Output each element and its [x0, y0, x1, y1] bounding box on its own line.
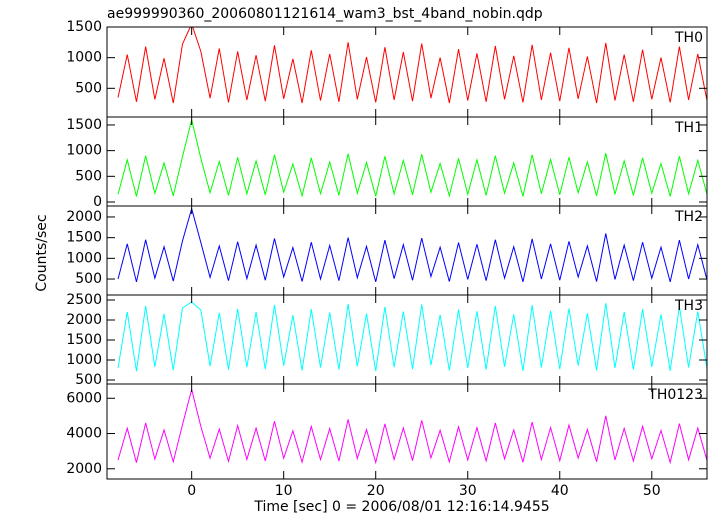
panel-label: TH2: [674, 209, 703, 225]
y-tick-label: 4000: [66, 426, 102, 442]
y-tick-label: 500: [75, 271, 102, 287]
x-tick-label: 40: [551, 483, 569, 499]
y-tick-label: 1000: [66, 352, 102, 368]
y-tick-label: 1000: [66, 250, 102, 266]
light-curve: [117, 389, 707, 465]
light-curve: [117, 301, 707, 372]
x-axis-label: Time [sec] 0 = 2006/08/01 12:16:14.9455: [253, 499, 549, 515]
x-tick-label: 20: [367, 483, 385, 499]
panel-label: TH0123: [647, 387, 703, 403]
panel-frame: [106, 294, 708, 385]
panel-label: TH3: [674, 298, 703, 314]
y-tick-label: 2000: [66, 209, 102, 225]
y-tick-label: 1500: [66, 117, 102, 133]
y-tick-label: 1500: [66, 19, 102, 35]
y-tick-label: 500: [75, 372, 102, 388]
panel-frame: [106, 383, 708, 480]
y-tick-label: 2000: [66, 312, 102, 328]
panel-label: TH0: [674, 30, 703, 46]
y-tick-label: 1000: [66, 50, 102, 66]
y-tick-label: 1500: [66, 230, 102, 246]
y-tick-label: 0: [93, 194, 102, 210]
x-tick-label: 30: [459, 483, 477, 499]
chart-title: ae999990360_20060801121614_wam3_bst_4ban…: [107, 6, 543, 22]
y-tick-label: 500: [75, 168, 102, 184]
panel-frame: [106, 116, 708, 207]
panel-label: TH1: [674, 120, 703, 136]
y-tick-label: 500: [75, 80, 102, 96]
y-tick-label: 6000: [66, 390, 102, 406]
light-curve: [117, 119, 707, 198]
panel-frame: [106, 205, 708, 296]
y-tick-label: 2000: [66, 461, 102, 477]
light-curve: [117, 206, 707, 283]
y-axis-label: Counts/sec: [34, 214, 50, 291]
light-curve: [117, 27, 707, 104]
y-tick-label: 1500: [66, 332, 102, 348]
y-tick-label: 1000: [66, 143, 102, 159]
x-tick-label: 50: [643, 483, 661, 499]
y-tick-label: 2500: [66, 292, 102, 308]
x-tick-label: 0: [187, 483, 196, 499]
x-tick-label: 10: [275, 483, 293, 499]
